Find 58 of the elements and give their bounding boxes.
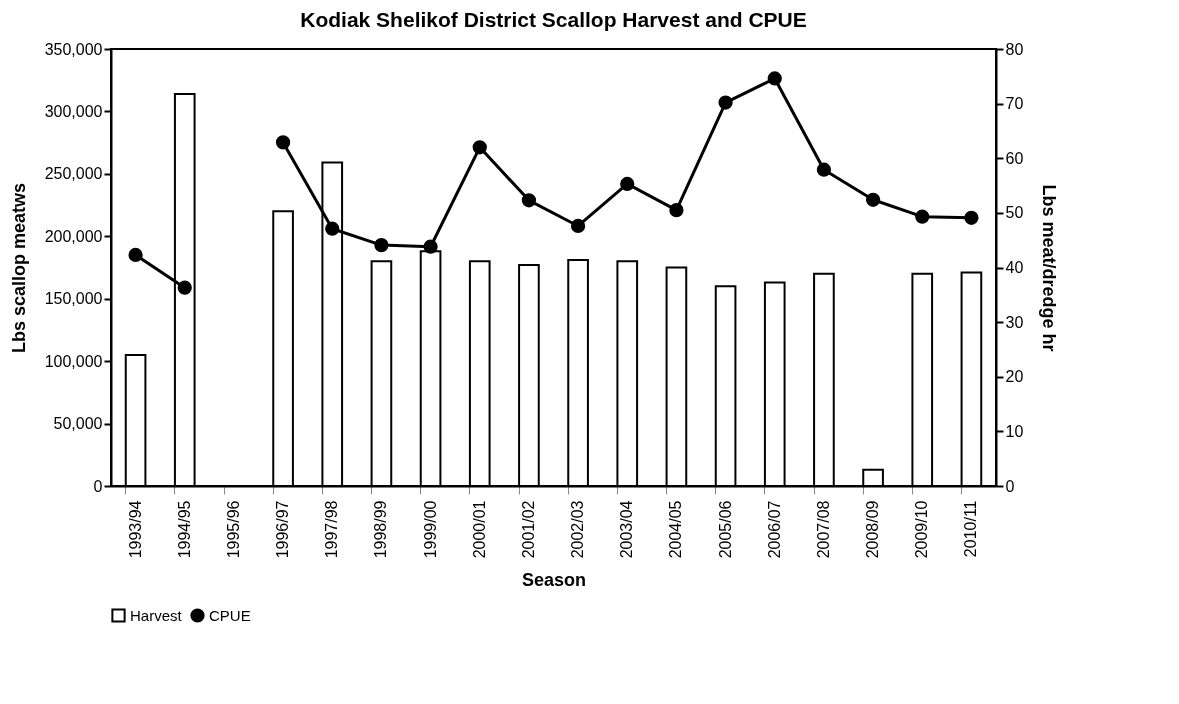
legend-label: Harvest: [130, 606, 183, 624]
point: [521, 193, 537, 208]
point: [275, 135, 291, 150]
point: [472, 140, 487, 155]
x-tick-label: 1993/94: [126, 500, 144, 559]
x-axis-title: Season: [521, 570, 587, 591]
point: [669, 203, 684, 218]
x-tick-label: 2009/10: [913, 500, 931, 559]
y-tick-label: 100,000: [44, 352, 103, 370]
x-tick-label: 1999/00: [421, 500, 439, 559]
y-tick-label: 350,000: [44, 40, 103, 58]
x-tick-label: 2010/11: [962, 500, 980, 558]
point: [865, 192, 881, 207]
point: [718, 95, 733, 110]
x-tick-label: 1996/97: [274, 500, 292, 559]
x-tick-label: 2000/01: [470, 500, 488, 559]
x-tick-label: 2007/08: [814, 500, 832, 559]
legend-label: CPUE: [209, 606, 251, 624]
x-tick-label: 1994/95: [175, 500, 193, 559]
y2-tick-label: 0: [1005, 477, 1015, 495]
x-tick-label: 1997/98: [323, 500, 341, 559]
y2-tick-label: 50: [1005, 204, 1024, 222]
point: [177, 280, 192, 295]
point: [570, 218, 586, 234]
y2-tick-label: 80: [1005, 40, 1024, 58]
x-tick-label: 2008/09: [864, 500, 882, 559]
y2-tick-label: 40: [1005, 259, 1024, 276]
point: [374, 237, 389, 253]
point: [128, 247, 143, 263]
x-tick-label: 2001/02: [519, 500, 537, 559]
y2-tick-label: 70: [1005, 95, 1024, 113]
chart-title: Kodiak Shelikof District Scallop Harvest and CPUE: [300, 8, 807, 31]
point: [620, 176, 635, 192]
y-tick-label: 0: [93, 477, 103, 495]
point: [325, 221, 340, 236]
y-tick-label: 150,000: [44, 290, 103, 308]
y2-axis-title: Lbs meat/dredge hr: [1039, 184, 1060, 352]
y-tick-label: 200,000: [44, 227, 103, 245]
point: [423, 239, 438, 254]
x-tick-label: 2004/05: [667, 500, 685, 559]
y2-tick-label: 20: [1005, 368, 1024, 386]
y2-tick-label: 10: [1005, 422, 1024, 440]
y-tick-label: 50,000: [53, 415, 103, 433]
point: [767, 71, 782, 86]
x-tick-label: 2003/04: [618, 500, 636, 559]
y-tick-label: 250,000: [44, 165, 103, 183]
point: [915, 209, 930, 224]
y2-tick-label: 60: [1005, 149, 1024, 167]
point: [816, 162, 832, 177]
x-tick-label: 2002/03: [569, 500, 587, 559]
y2-tick-label: 30: [1005, 313, 1024, 331]
y-axis-title: Lbs scallop meatws: [8, 182, 29, 354]
x-tick-label: 2006/07: [765, 500, 783, 559]
point: [964, 210, 979, 225]
x-tick-label: 1995/96: [224, 500, 242, 559]
x-tick-label: 1998/99: [372, 500, 390, 559]
y-tick-label: 300,000: [44, 102, 103, 120]
x-tick-label: 2005/06: [716, 500, 734, 559]
